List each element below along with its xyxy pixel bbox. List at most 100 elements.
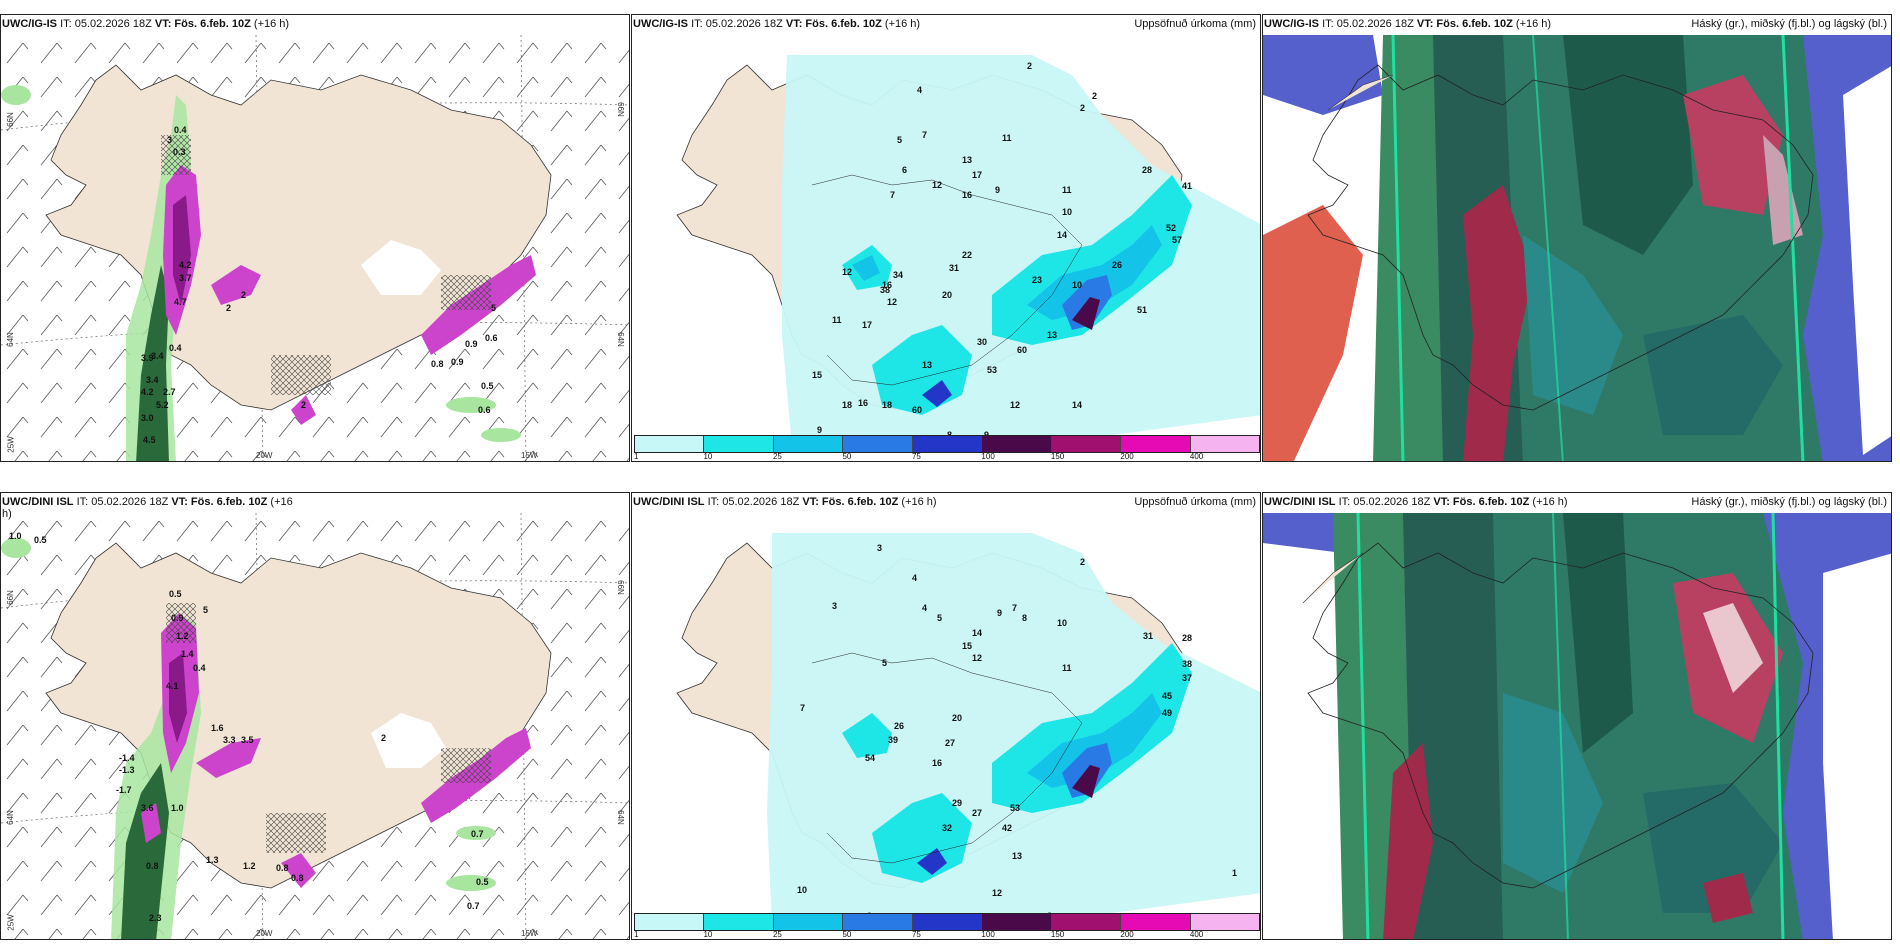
precip-colorbar: 1 10 25 50 75 100 150 200 400 xyxy=(634,913,1260,939)
map-value: 12 xyxy=(1010,400,1021,410)
map-value: 5 xyxy=(882,658,888,668)
map-value: 10 xyxy=(1057,618,1068,628)
map-value: 4.7 xyxy=(174,297,187,307)
map-value: 53 xyxy=(987,365,998,375)
map-value: 0.5 xyxy=(476,877,489,887)
map-value: -1.7 xyxy=(116,785,132,795)
map-value: 6 xyxy=(902,165,908,175)
map-value: 11 xyxy=(1062,663,1072,673)
map-value: 3.4 xyxy=(151,351,164,361)
map-value: 0.8 xyxy=(431,359,444,369)
map-value: 5 xyxy=(937,613,943,623)
colorbar-cell xyxy=(704,436,774,452)
map-value: 38 xyxy=(880,285,891,295)
panel-title: UWC/IG-IS IT: 05.02.2026 18Z VT: Fös. 6.… xyxy=(1264,18,1552,30)
map-value: 18 xyxy=(882,400,893,410)
map-value: 23 xyxy=(1032,275,1043,285)
map-value: 27 xyxy=(945,738,956,748)
colorbar-tick: 75 xyxy=(911,452,921,461)
colorbar-tick: 150 xyxy=(1050,452,1065,461)
colorbar-cell xyxy=(912,914,983,930)
map-value: 0.9 xyxy=(451,357,464,367)
map-value: 12 xyxy=(992,888,1003,898)
colorbar-cell xyxy=(1121,436,1191,452)
map-value: 13 xyxy=(962,155,973,165)
lon-label: 20W xyxy=(256,929,273,938)
map-value: 17 xyxy=(862,320,873,330)
map-value: 5 xyxy=(491,303,497,313)
lat-label: 66N xyxy=(615,580,625,595)
colorbar-cell xyxy=(843,914,913,930)
map-value: 3.6 xyxy=(141,803,154,813)
colorbar-tick: 400 xyxy=(1189,930,1204,939)
map-clouds[interactable] xyxy=(1263,35,1891,461)
map-value: 7 xyxy=(800,703,806,713)
colorbar-tick: 50 xyxy=(842,452,852,461)
panel-title: UWC/IG-IS IT: 05.02.2026 18Z VT: Fös. 6.… xyxy=(2,18,290,30)
map-value: 15 xyxy=(962,641,973,651)
colorbar-tick: 25 xyxy=(772,930,782,939)
map-value: 2 xyxy=(1027,61,1033,71)
map-value: 1.0 xyxy=(171,803,184,813)
colorbar-tick: 400 xyxy=(1189,452,1204,461)
map-value: 0.4 xyxy=(174,125,187,135)
lon-label: 25W xyxy=(6,914,16,931)
colorbar-cell xyxy=(843,436,913,452)
colorbar-cell xyxy=(912,436,983,452)
map-value: 60 xyxy=(912,405,923,415)
panel-wind-snow-dini: UWC/DINI ISL IT: 05.02.2026 18Z VT: Fös.… xyxy=(0,492,630,940)
map-value: 7 xyxy=(890,190,896,200)
map-value: 2.3 xyxy=(149,913,162,923)
map-value: 2 xyxy=(1080,103,1086,113)
precip-colorbar: 1 10 25 50 75 100 150 200 400 xyxy=(634,435,1260,461)
map-precip[interactable]: 3 4 2 4 5 7 3 8 9 10 12 14 15 11 5 7 31 … xyxy=(632,513,1260,939)
map-value: 16 xyxy=(932,758,943,768)
colorbar-cell xyxy=(704,914,774,930)
map-value: 57 xyxy=(1172,235,1183,245)
map-value: -1.3 xyxy=(119,765,135,775)
map-wind-snow[interactable]: 66N 64N 25W 20W 15W 66N 64N 0.4 3 0.3 4.… xyxy=(1,35,629,461)
map-value: 28 xyxy=(1182,633,1193,643)
map-value: 3 xyxy=(877,543,883,553)
map-value: 37 xyxy=(1182,673,1193,683)
panel-variable-title: Háský (gr.), miðský (fj.bl.) og lágský (… xyxy=(1691,496,1887,508)
panel-clouds-dini: UWC/DINI ISL IT: 05.02.2026 18Z VT: Fös.… xyxy=(1262,492,1892,940)
colorbar-tick: 200 xyxy=(1120,930,1134,939)
map-value: 4.2 xyxy=(141,387,154,397)
map-value: 32 xyxy=(942,823,953,833)
map-value: 13 xyxy=(1047,330,1058,340)
map-wind-snow[interactable]: 66N 64N 25W 20W 15W 66N 64N 1.0 0.5 0.5 … xyxy=(1,513,629,939)
map-value: 31 xyxy=(1143,631,1154,641)
map-value: 20 xyxy=(952,713,963,723)
map-value: 0.3 xyxy=(173,147,186,157)
lon-label: 25W xyxy=(6,436,16,453)
lat-label: 66N xyxy=(5,590,15,605)
map-value: 4 xyxy=(922,603,928,613)
colorbar-cell xyxy=(1190,436,1259,452)
lat-label: 66N xyxy=(5,112,15,127)
colorbar-tick: 100 xyxy=(981,930,995,939)
map-value: 1.0 xyxy=(9,531,22,541)
colorbar-cells xyxy=(634,435,1260,453)
map-value: 1.6 xyxy=(211,723,224,733)
map-value: 14 xyxy=(1057,230,1068,240)
map-value: 2 xyxy=(301,400,307,410)
map-value: 2 xyxy=(381,733,387,743)
colorbar-tick: 150 xyxy=(1050,930,1065,939)
map-value: 29 xyxy=(952,798,963,808)
map-value: 31 xyxy=(949,263,960,273)
map-clouds[interactable] xyxy=(1263,513,1891,939)
colorbar-cell xyxy=(1121,914,1191,930)
map-value: 0.8 xyxy=(291,873,304,883)
colorbar-cell xyxy=(773,436,844,452)
map-value: 0.4 xyxy=(169,343,182,353)
lat-label: 64N xyxy=(5,332,15,347)
map-precip[interactable]: 2 4 2 2 5 7 11 13 17 16 12 9 6 7 11 10 1… xyxy=(632,35,1260,461)
map-value: 12 xyxy=(932,180,943,190)
map-value: 30 xyxy=(977,337,988,347)
map-value: 0.8 xyxy=(276,863,289,873)
panel-variable-title: Uppsöfnuð úrkoma (mm) xyxy=(1134,496,1256,508)
map-value: 0.9 xyxy=(465,339,478,349)
map-value: 52 xyxy=(1166,223,1177,233)
map-value: 2 xyxy=(1092,91,1098,101)
